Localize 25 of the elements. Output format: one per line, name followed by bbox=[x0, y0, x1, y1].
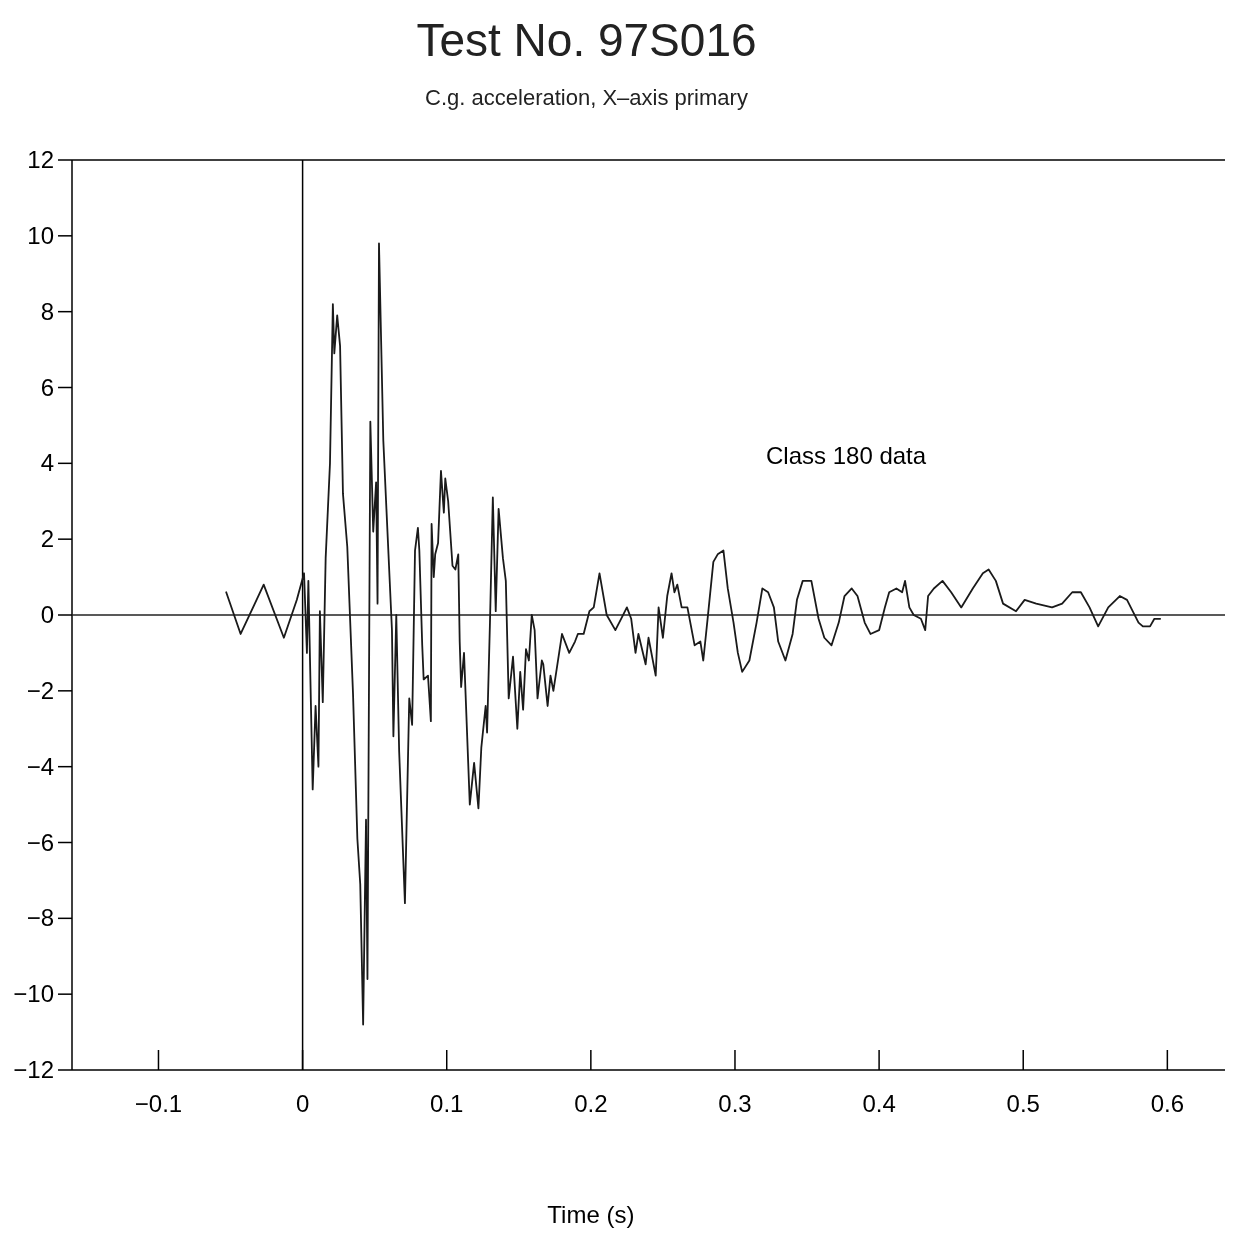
y-tick-label: −12 bbox=[13, 1056, 54, 1083]
x-tick-label: 0.2 bbox=[574, 1090, 608, 1117]
y-tick-label: 10 bbox=[27, 221, 54, 249]
y-tick-label: 6 bbox=[40, 373, 54, 401]
y-tick-label: 0 bbox=[40, 601, 54, 628]
x-axis-title: Time (s) bbox=[547, 1201, 635, 1228]
y-tick-label: −6 bbox=[26, 828, 54, 856]
y-tick-label: −8 bbox=[26, 904, 54, 932]
y-tick-label: 8 bbox=[40, 297, 54, 325]
x-tick-label: −0.1 bbox=[134, 1090, 183, 1117]
x-tick-label: 0.4 bbox=[862, 1090, 896, 1117]
y-tick-label: −2 bbox=[26, 676, 54, 704]
chart-title: Test No. 97S016 bbox=[416, 14, 757, 66]
x-tick-label: 0.6 bbox=[1150, 1090, 1185, 1117]
x-tick-label: 0.1 bbox=[430, 1090, 464, 1117]
x-tick-label: 0.5 bbox=[1006, 1090, 1040, 1117]
annotation: Class 180 data bbox=[766, 442, 927, 469]
y-tick-label: −10 bbox=[13, 980, 54, 1008]
chart-subtitle: C.g. acceleration, X–axis primary bbox=[425, 85, 748, 110]
y-tick-label: 4 bbox=[40, 449, 54, 477]
x-tick-label: 0.3 bbox=[718, 1090, 752, 1117]
y-tick-label: 2 bbox=[40, 525, 54, 553]
y-tick-label: 12 bbox=[27, 146, 54, 173]
x-tick-label: 0 bbox=[295, 1090, 310, 1117]
y-tick-label: −4 bbox=[26, 752, 54, 780]
